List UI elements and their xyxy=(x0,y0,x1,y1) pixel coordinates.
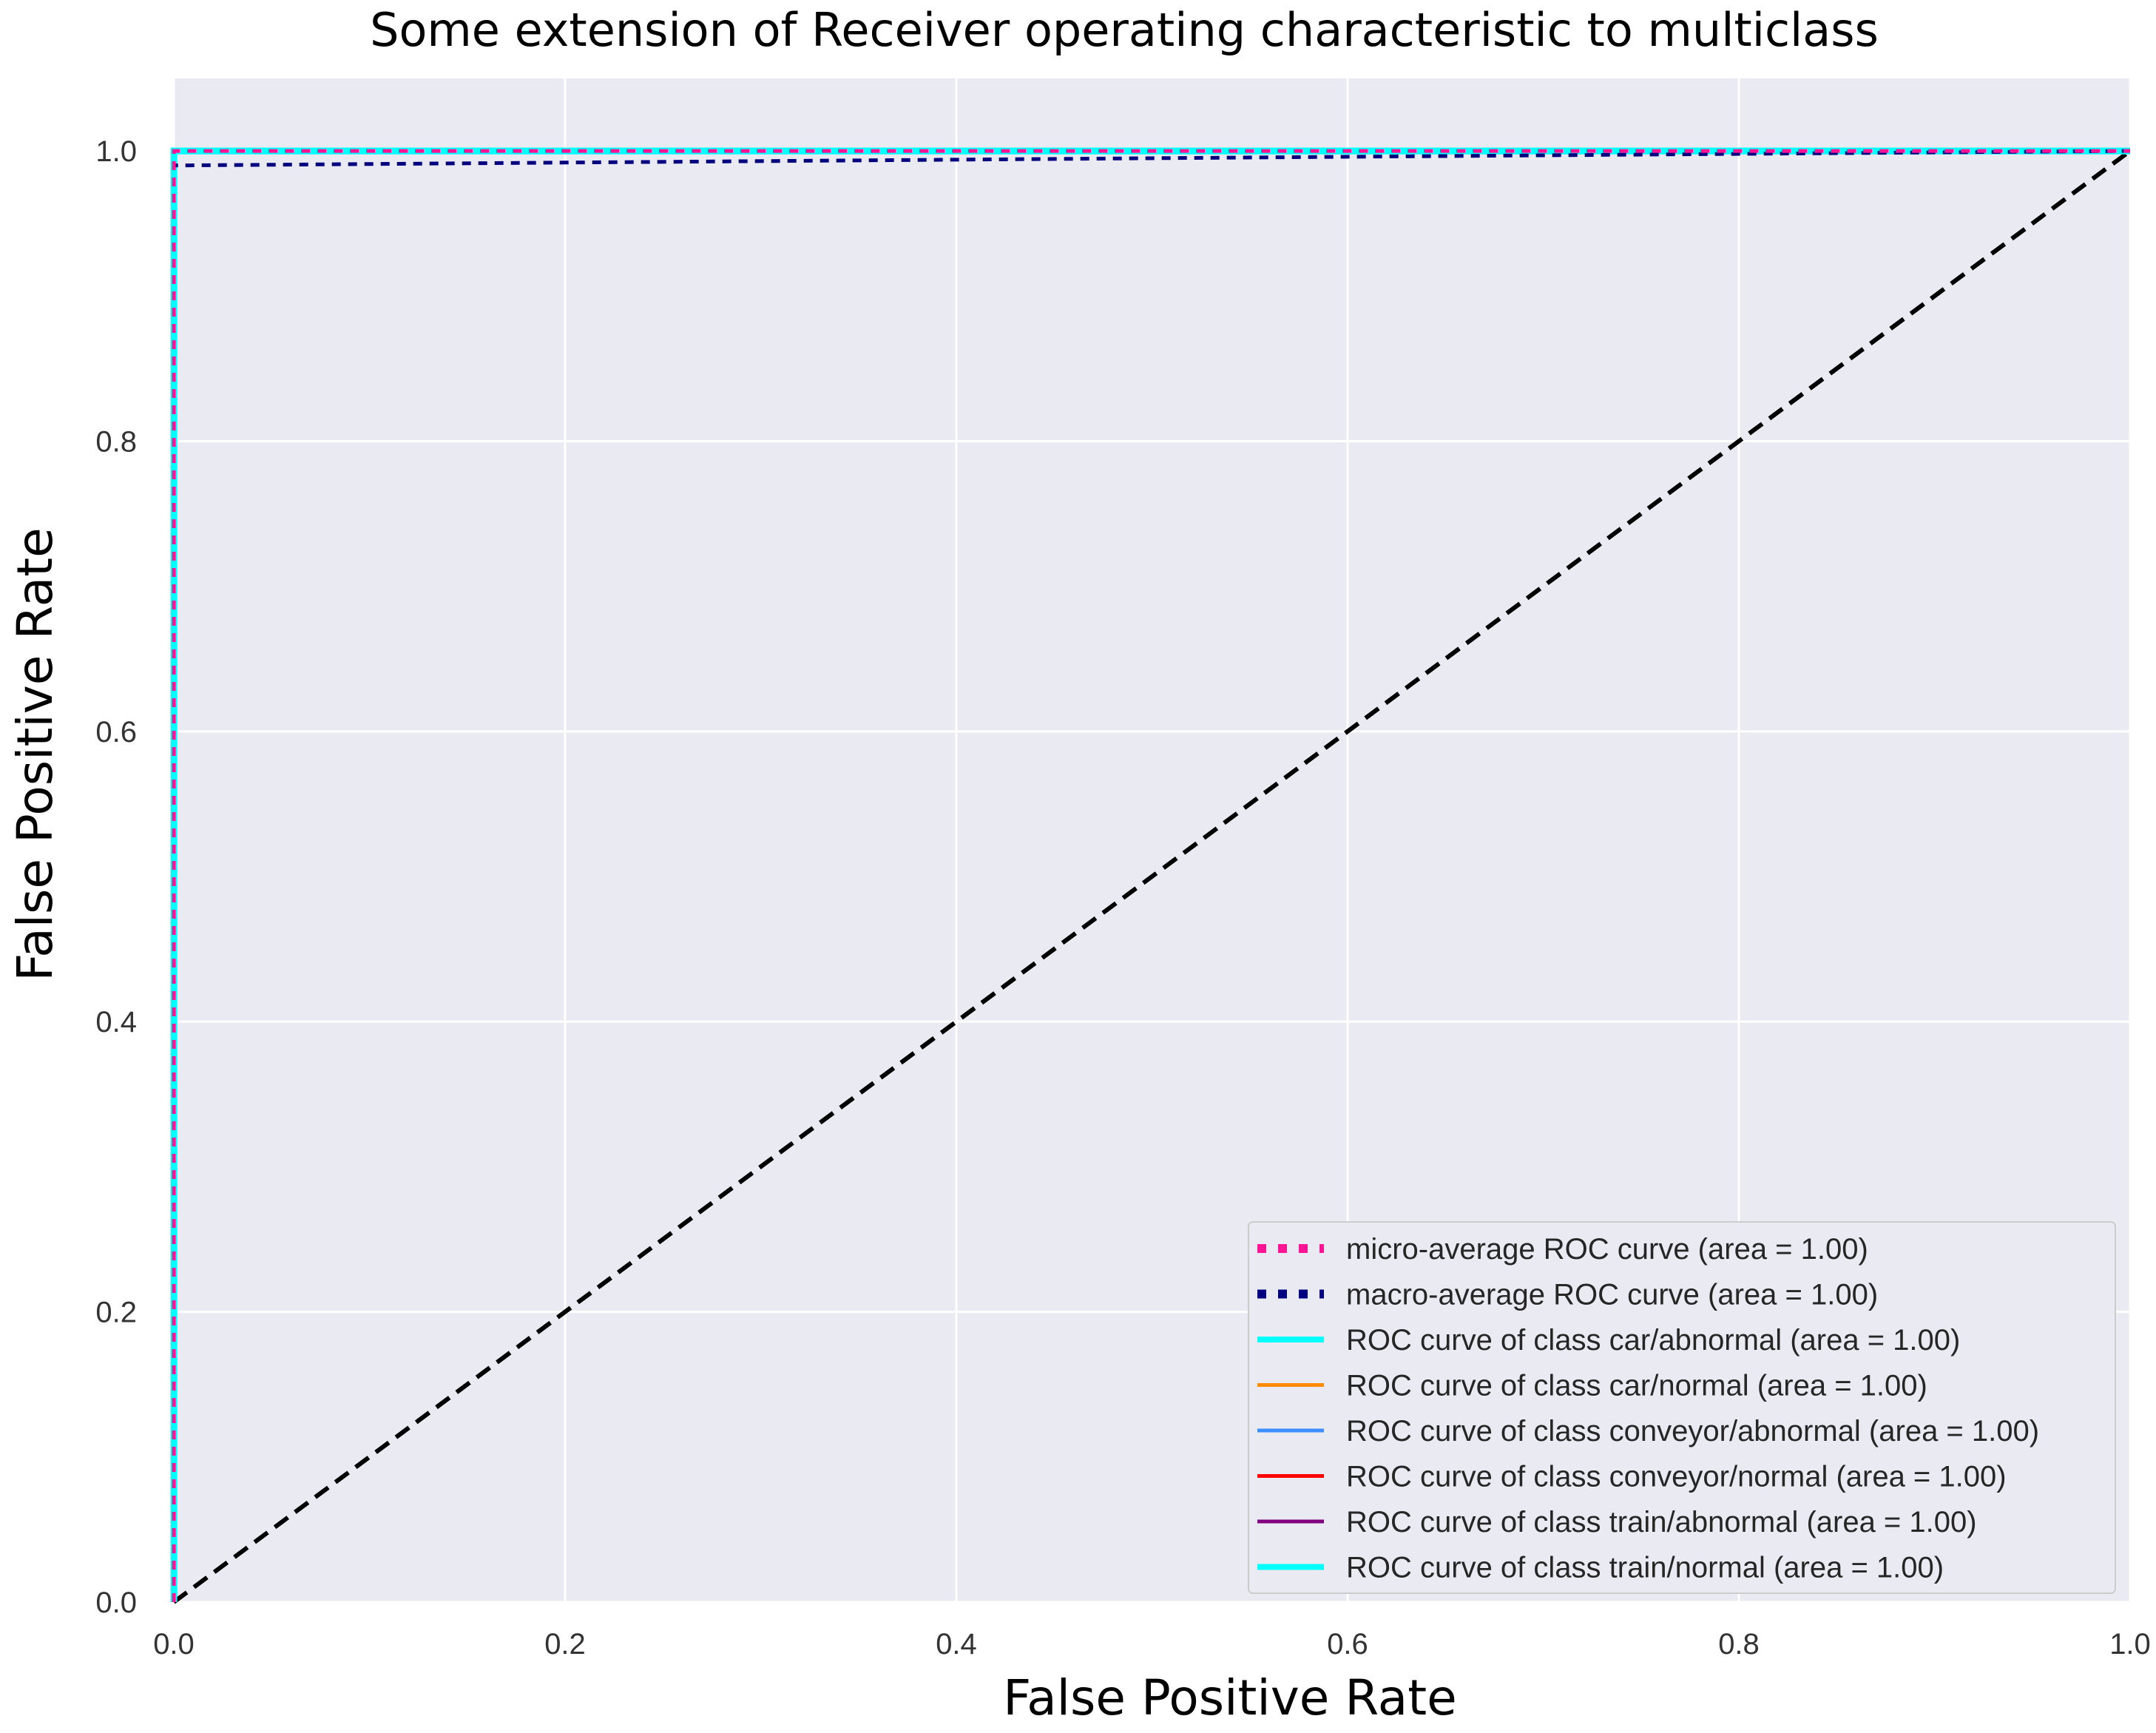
chance-line xyxy=(172,149,2132,1604)
x-tick-label: 0.2 xyxy=(544,1628,586,1661)
legend-label: ROC curve of class conveyor/normal (area… xyxy=(1346,1461,2007,1493)
y-tick-label: 0.6 xyxy=(95,716,137,749)
y-tick-label: 0.8 xyxy=(95,425,137,458)
legend-label: ROC curve of class car/abnormal (area = … xyxy=(1346,1324,1960,1357)
legend-label: ROC curve of class car/normal (area = 1.… xyxy=(1346,1370,1927,1402)
x-tick-label: 0.4 xyxy=(936,1628,977,1661)
legend-label: ROC curve of class train/abnormal (area … xyxy=(1346,1506,1977,1538)
y-tick-label: 0.4 xyxy=(95,1006,137,1038)
x-axis-label: False Positive Rate xyxy=(1003,1669,1456,1726)
grid-lines xyxy=(172,78,2132,1604)
reference-diagonal xyxy=(172,149,2132,1604)
y-axis-label: False Positive Rate xyxy=(7,527,64,981)
x-tick-label: 0.6 xyxy=(1327,1628,1368,1661)
y-tick-labels: 0.0 0.2 0.4 0.6 0.8 1.0 xyxy=(95,135,137,1619)
legend: micro-average ROC curve (area = 1.00) mac… xyxy=(1248,1221,2116,1594)
legend-label: ROC curve of class conveyor/abnormal (ar… xyxy=(1346,1415,2039,1447)
x-tick-label: 0.0 xyxy=(153,1628,195,1661)
legend-items: micro-average ROC curve (area = 1.00) mac… xyxy=(1257,1233,2039,1584)
legend-label: ROC curve of class train/normal (area = … xyxy=(1346,1552,1944,1584)
legend-label: macro-average ROC curve (area = 1.00) xyxy=(1346,1279,1878,1311)
y-tick-label: 0.0 xyxy=(95,1587,137,1619)
series-lines xyxy=(170,147,2131,1602)
series-line xyxy=(172,149,2130,1602)
chart-title: Some extension of Receiver operating cha… xyxy=(370,3,1879,57)
legend-label: micro-average ROC curve (area = 1.00) xyxy=(1346,1233,1868,1266)
y-tick-label: 1.0 xyxy=(95,135,137,168)
legend-box xyxy=(1248,1221,2116,1594)
x-tick-labels: 0.0 0.2 0.4 0.6 0.8 1.0 xyxy=(153,1628,2151,1661)
x-tick-label: 0.8 xyxy=(1718,1628,1760,1661)
x-tick-label: 1.0 xyxy=(2109,1628,2151,1661)
y-tick-label: 0.2 xyxy=(95,1297,137,1329)
